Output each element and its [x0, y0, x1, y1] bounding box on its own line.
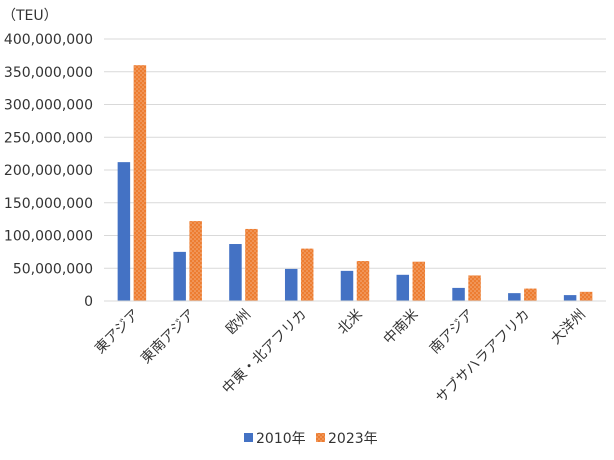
bar-series1 [508, 293, 521, 301]
legend-swatch [244, 433, 253, 442]
bar-series2 [189, 221, 202, 301]
bar-series2 [524, 288, 537, 301]
x-category-label: 北米 [335, 307, 366, 338]
bar-series1 [229, 244, 242, 301]
legend-label: 2010年 [256, 431, 306, 447]
x-category-label: 中南米 [381, 307, 422, 348]
bar-series2 [579, 291, 593, 301]
bar-series2 [133, 65, 147, 301]
y-tick-label: 100,000,000 [4, 229, 93, 245]
y-tick-label: 0 [84, 294, 93, 310]
bar-series2 [245, 228, 258, 301]
legend-label: 2023年 [328, 431, 378, 447]
y-unit-label: （TEU） [2, 8, 58, 24]
y-tick-label: 350,000,000 [4, 65, 93, 81]
legend-swatch [316, 433, 325, 442]
y-tick-label: 400,000,000 [4, 32, 93, 48]
y-tick-label: 250,000,000 [4, 130, 93, 146]
y-tick-label: 150,000,000 [4, 196, 93, 212]
bar-series1 [284, 268, 298, 301]
y-tick-label: 50,000,000 [13, 261, 93, 277]
bars [117, 65, 593, 301]
y-axis-tick-labels: 0 50,000,000 100,000,000 150,000,000 200,000… [4, 32, 93, 310]
bar-series1 [340, 270, 354, 301]
bar-series1 [563, 295, 577, 301]
bar-series2 [412, 261, 426, 301]
legend: 2010年 2023年 [244, 431, 378, 447]
bar-series2 [468, 275, 481, 301]
bar-series2 [300, 248, 314, 301]
x-category-label: 大洋州 [548, 307, 589, 348]
gridlines [104, 38, 606, 269]
bar-series1 [173, 251, 186, 301]
y-tick-label: 200,000,000 [4, 163, 93, 179]
bar-series1 [117, 162, 131, 301]
x-category-label: 欧州 [223, 307, 254, 338]
x-category-label: サブサハラアフリカ [432, 306, 533, 407]
y-tick-label: 300,000,000 [4, 98, 93, 114]
x-category-label: 南アジア [427, 307, 478, 358]
x-category-label: 東南アジア [138, 307, 198, 367]
x-category-label: 東アジア [92, 307, 143, 358]
bar-series1 [452, 287, 465, 301]
bar-series1 [396, 274, 410, 301]
bar-series2 [356, 261, 370, 301]
